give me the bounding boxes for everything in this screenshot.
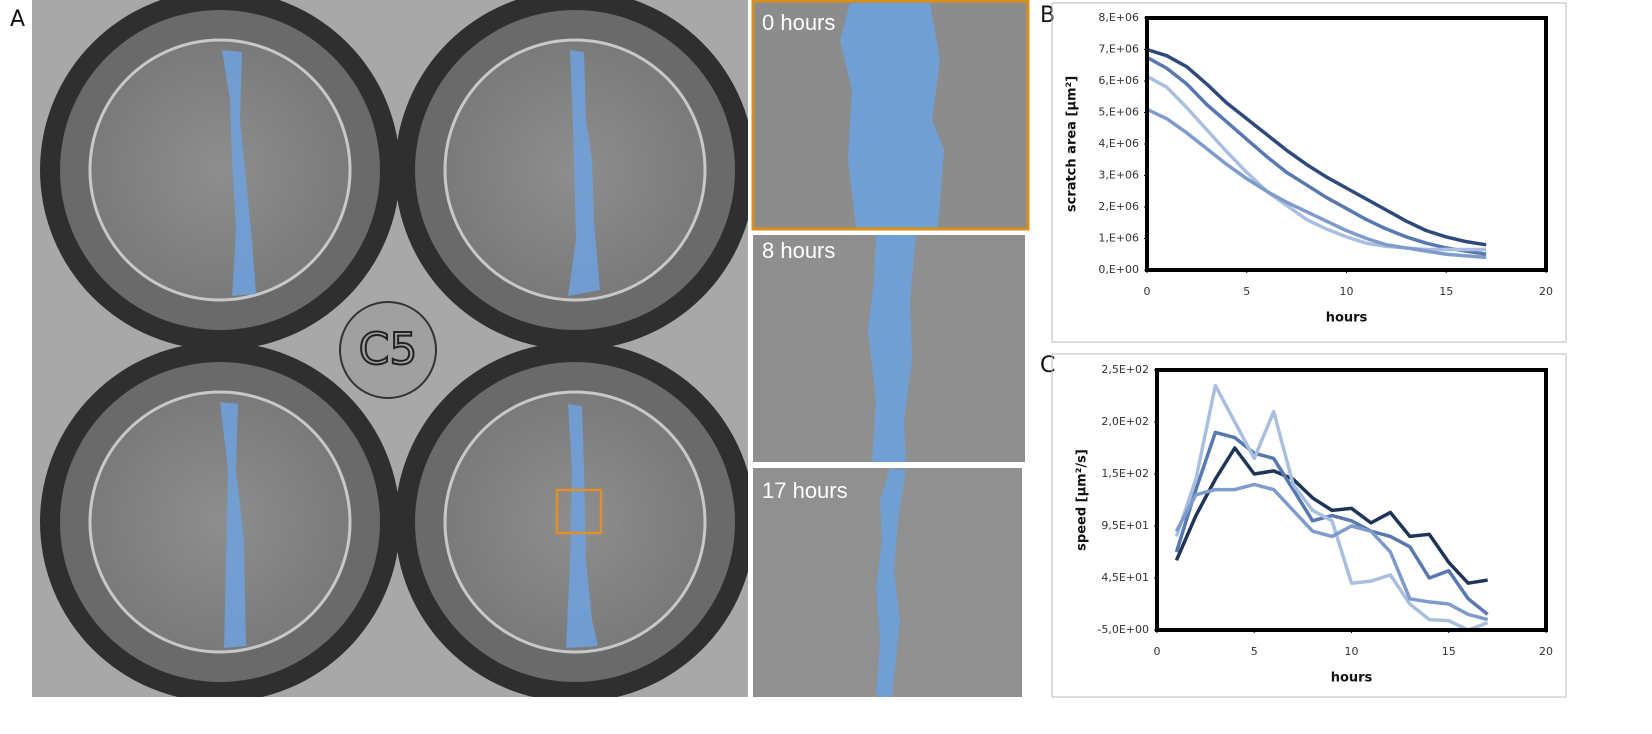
x-tick-label: 20	[1539, 285, 1553, 298]
time-label: 0 hours	[762, 10, 835, 35]
x-tick-label: 15	[1442, 645, 1456, 658]
data-line	[1146, 74, 1487, 252]
y-tick-label: 3,E+06	[1098, 169, 1139, 182]
y-tick-label: 6,E+06	[1098, 74, 1139, 87]
data-line	[1174, 482, 1489, 622]
y-tick-label: 2,5E+02	[1101, 363, 1149, 376]
y-tick-label: 9,5E+01	[1101, 519, 1149, 532]
chart-frame	[1051, 353, 1567, 698]
x-tick-label: 10	[1345, 645, 1359, 658]
data-line	[1146, 107, 1487, 260]
panel-label: A	[10, 7, 25, 32]
panel-label: B	[1040, 3, 1055, 28]
y-tick-label: 8,E+06	[1098, 11, 1139, 24]
panel-label: C	[1040, 353, 1055, 378]
plate-image: C5	[32, 0, 748, 697]
time-label: 17 hours	[762, 478, 848, 503]
y-tick-label: 1,E+06	[1098, 232, 1139, 245]
x-tick-label: 15	[1439, 285, 1453, 298]
chart-frame	[1051, 2, 1567, 343]
x-tick-label: 20	[1539, 645, 1553, 658]
y-tick-label: 2,E+06	[1098, 200, 1139, 213]
y-axis-title: speed [µm²/s]	[1075, 449, 1090, 551]
data-line	[1174, 446, 1488, 585]
y-tick-label: 4,5E+01	[1101, 571, 1149, 584]
data-line	[1146, 47, 1487, 247]
plot-border	[1155, 368, 1548, 632]
y-tick-label: 7,E+06	[1098, 43, 1139, 56]
y-tick-label: 5,E+06	[1098, 106, 1139, 119]
y-axis-title: scratch area [µm²]	[1065, 76, 1080, 212]
data-line	[1174, 430, 1489, 616]
y-tick-label: 2,0E+02	[1101, 415, 1149, 428]
x-tick-label: 0	[1154, 645, 1161, 658]
x-tick-label: 0	[1144, 285, 1151, 298]
y-tick-label: 1,5E+02	[1101, 467, 1149, 480]
y-tick-label: 0,E+00	[1098, 263, 1139, 276]
x-tick-label: 10	[1340, 285, 1354, 298]
time-panels: 0 hours 8 hours 17 hours	[751, 0, 1030, 697]
y-tick-label: 4,E+06	[1098, 137, 1139, 150]
data-line	[1146, 55, 1487, 256]
time-label: 8 hours	[762, 238, 835, 263]
data-line	[1174, 383, 1489, 632]
x-tick-label: 5	[1251, 645, 1258, 658]
x-axis-title: hours	[1331, 671, 1373, 686]
y-tick-label: -5,0E+00	[1097, 623, 1149, 636]
x-tick-label: 5	[1243, 285, 1250, 298]
plot-border	[1145, 16, 1548, 272]
well-label: C5	[359, 324, 418, 375]
x-axis-title: hours	[1326, 311, 1368, 326]
